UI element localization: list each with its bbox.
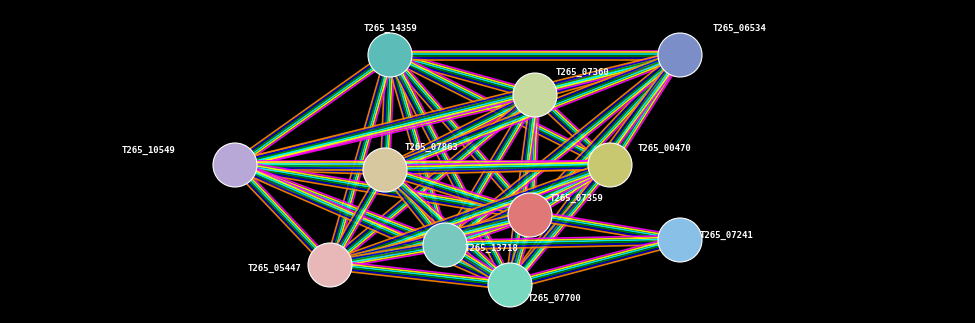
- Circle shape: [308, 243, 352, 287]
- Circle shape: [368, 33, 412, 77]
- Text: T265_07359: T265_07359: [550, 193, 604, 203]
- Text: T265_10549: T265_10549: [121, 145, 175, 154]
- Circle shape: [508, 193, 552, 237]
- Text: T265_07360: T265_07360: [556, 68, 609, 77]
- Text: T265_05447: T265_05447: [248, 264, 301, 273]
- Text: T265_00470: T265_00470: [638, 143, 691, 152]
- Circle shape: [488, 263, 532, 307]
- Circle shape: [588, 143, 632, 187]
- Circle shape: [658, 218, 702, 262]
- Text: T265_07700: T265_07700: [528, 293, 582, 303]
- Circle shape: [423, 223, 467, 267]
- Text: T265_13718: T265_13718: [465, 244, 519, 253]
- Circle shape: [513, 73, 557, 117]
- Text: T265_06534: T265_06534: [713, 24, 766, 33]
- Circle shape: [213, 143, 257, 187]
- Text: T265_07863: T265_07863: [405, 142, 459, 151]
- Text: T265_07241: T265_07241: [700, 230, 754, 240]
- Circle shape: [363, 148, 407, 192]
- Circle shape: [658, 33, 702, 77]
- Text: T265_14359: T265_14359: [363, 24, 417, 33]
